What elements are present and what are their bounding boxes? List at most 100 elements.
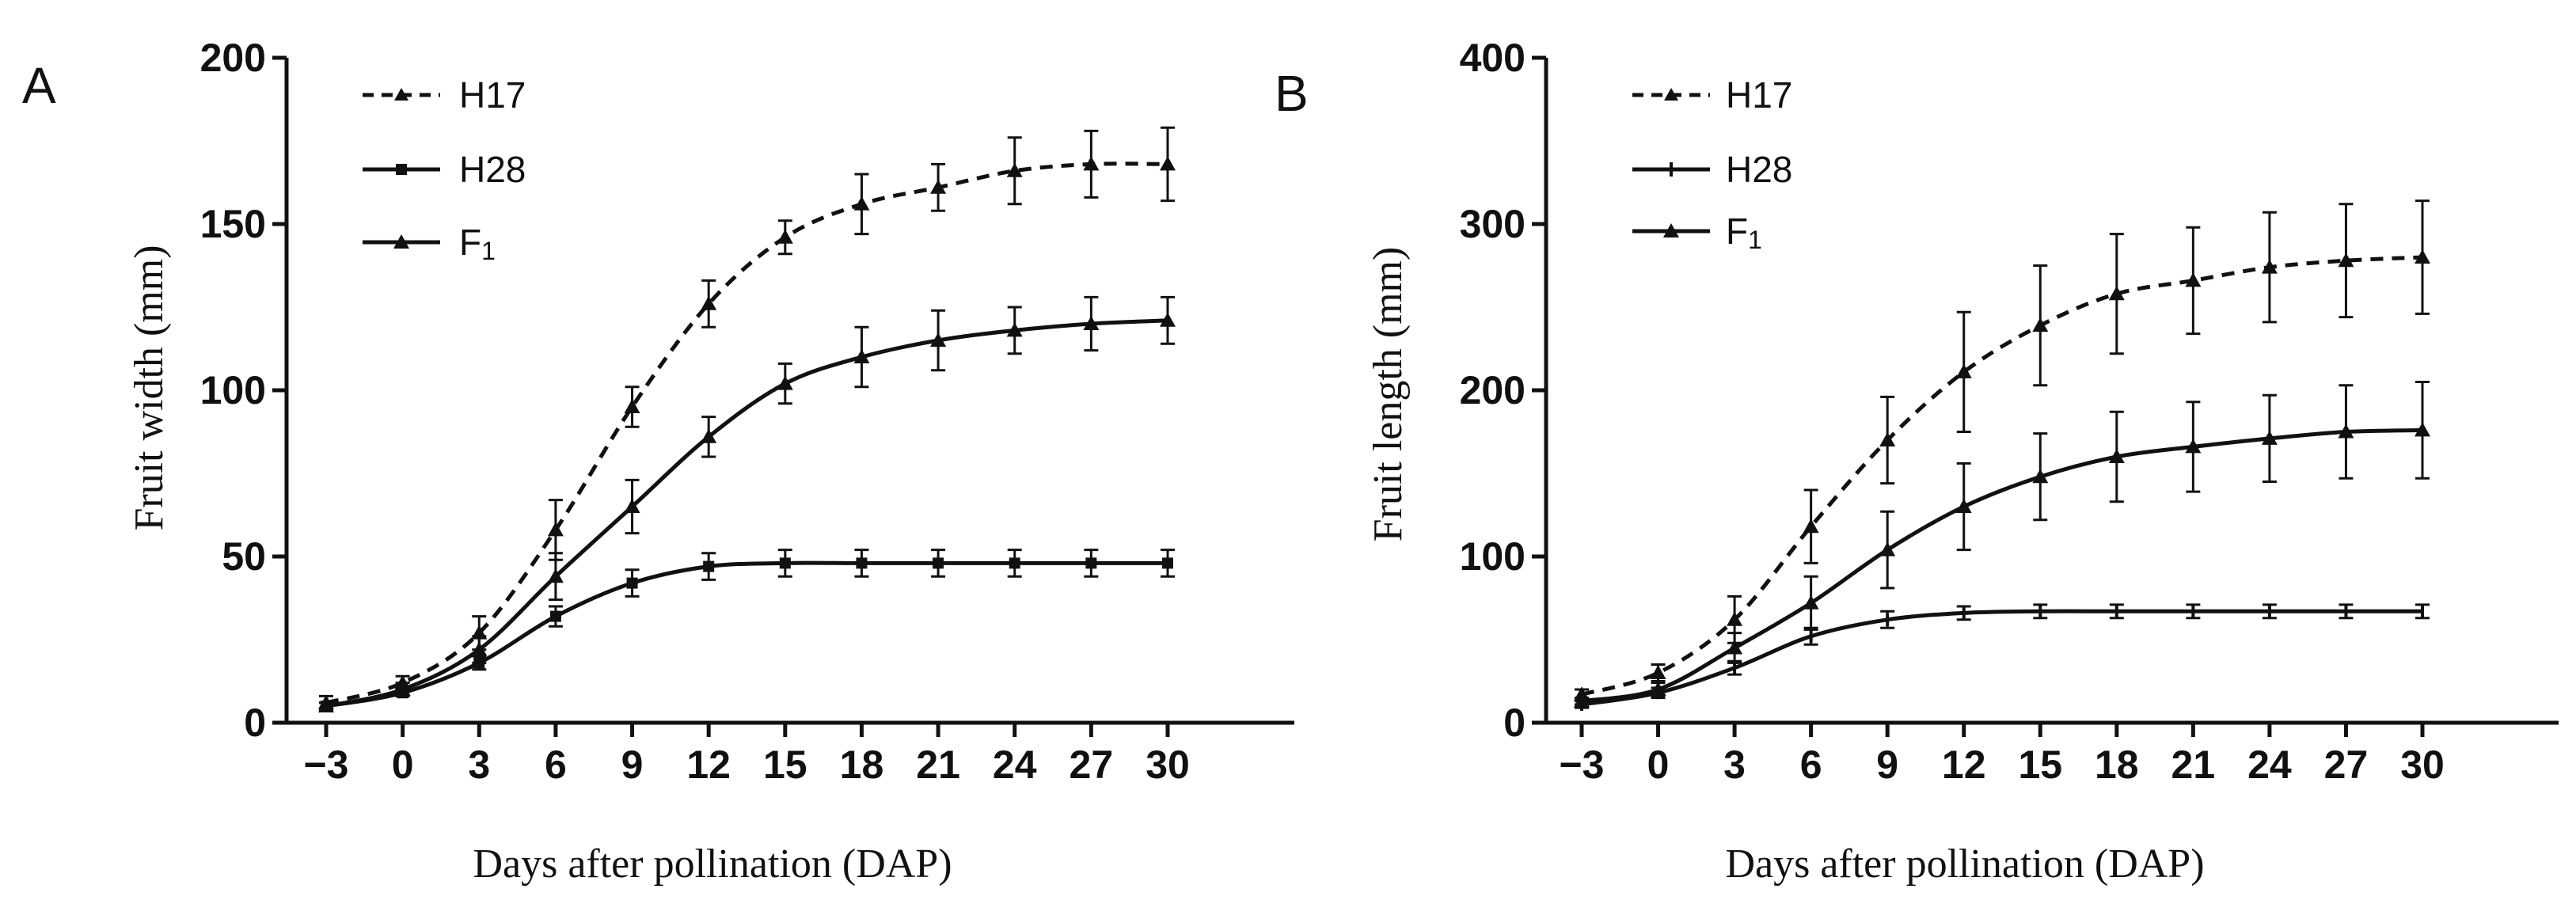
y-tick-label: 100	[200, 368, 266, 412]
y-tick-label: 150	[200, 202, 266, 246]
data-point-h17	[2338, 253, 2354, 268]
legend-label-h28: H28	[459, 149, 526, 190]
data-point-f1	[1574, 693, 1590, 708]
legend-marker-h28	[396, 164, 407, 175]
data-point-h17	[1650, 665, 1666, 679]
x-tick-label: 21	[916, 743, 960, 787]
legend-label-h17: H17	[1726, 74, 1792, 116]
x-tick-label: −3	[303, 743, 348, 787]
legend-marker-f1	[393, 234, 409, 249]
panel-b-y-ticks: 0 100 200 300 400	[1460, 36, 1546, 745]
data-point-h28	[703, 560, 715, 572]
series-line-f1	[325, 318, 1168, 708]
legend-marker-h17	[1664, 88, 1678, 101]
data-point-f1	[777, 375, 793, 390]
panel-b-x-axis-title: Days after pollination (DAP)	[1725, 841, 2204, 887]
legend-marker-h17	[394, 88, 408, 101]
data-point-f1	[471, 641, 488, 656]
data-point-h17	[1955, 363, 1972, 378]
data-point-h28	[779, 557, 791, 569]
x-tick-label: 9	[1876, 743, 1898, 787]
x-tick-label: 12	[1942, 743, 1986, 787]
series-f1	[318, 295, 1176, 712]
data-point-f1	[2261, 430, 2278, 445]
legend-entry-h17: H17	[1632, 74, 1792, 116]
legend-label-f1: F1	[459, 222, 496, 265]
x-tick-label: 3	[1723, 743, 1746, 787]
series-line-h28	[325, 560, 1168, 708]
data-point-f1	[2338, 424, 2354, 439]
y-tick-label: 400	[1460, 36, 1525, 80]
data-point-h28	[933, 557, 944, 569]
data-point-h17	[701, 295, 717, 310]
series-h17	[318, 126, 1176, 711]
legend-label-f1: F1	[1726, 211, 1762, 254]
data-point-f1	[701, 428, 717, 443]
data-point-h17	[1879, 432, 1896, 446]
data-point-f1	[1083, 316, 1100, 330]
data-point-f1	[547, 568, 564, 583]
data-point-h28	[856, 557, 868, 569]
x-tick-label: 18	[840, 743, 884, 787]
data-point-h17	[1160, 156, 1176, 171]
data-point-h28	[1009, 557, 1020, 569]
x-tick-label: −3	[1559, 743, 1604, 787]
legend-entry-h17: H17	[363, 74, 526, 116]
panel-b-legend: H17 H28 F1	[1632, 74, 1792, 254]
panel-b-x-ticks: −3 0 3 6 9 12 15 18 21 24 27 30	[1559, 723, 2445, 787]
data-point-h17	[2415, 249, 2430, 264]
data-point-f1	[853, 349, 870, 363]
data-point-h17	[624, 399, 640, 413]
data-point-f1	[2185, 439, 2202, 454]
data-point-h17	[2261, 259, 2278, 274]
panel-a-y-ticks: 0 50 100 150 200	[200, 36, 287, 745]
y-tick-label: 0	[244, 701, 266, 745]
legend-entry-f1: F1	[1632, 211, 1762, 254]
data-point-f1	[1879, 541, 1896, 556]
data-point-h17	[2108, 286, 2125, 301]
legend-label-h17: H17	[459, 74, 526, 116]
legend-label-h28: H28	[1726, 149, 1792, 190]
data-point-f1	[1160, 312, 1176, 327]
panel-a-x-ticks: −3 0 3 6 9 12 15 18 21 24 27 30	[303, 723, 1190, 787]
data-point-f1	[1006, 322, 1023, 337]
panel-a-axes	[284, 58, 1294, 725]
data-point-h17	[1083, 156, 1100, 171]
y-tick-label: 100	[1460, 534, 1525, 579]
x-tick-label: 24	[2247, 743, 2292, 787]
series-line-f1	[1581, 427, 2423, 704]
data-point-h17	[1727, 611, 1743, 626]
panel-a-letter: A	[22, 57, 56, 114]
y-tick-label: 300	[1460, 202, 1525, 246]
panel-a-legend: H17 H28 F1	[363, 74, 526, 265]
data-point-f1	[2032, 469, 2049, 484]
x-tick-label: 15	[763, 743, 807, 787]
data-point-h17	[2032, 317, 2049, 332]
panel-b-axes	[1544, 58, 2559, 725]
panel-b-letter: B	[1275, 65, 1309, 122]
data-point-f1	[2415, 422, 2430, 437]
series-line-h17	[1581, 255, 2423, 697]
data-point-f1	[624, 499, 640, 513]
series-h28	[1575, 603, 2430, 711]
data-point-h17	[1006, 162, 1023, 177]
panel-a-series	[318, 126, 1176, 712]
x-tick-label: 6	[1800, 743, 1822, 787]
data-point-h28	[1162, 557, 1173, 569]
x-tick-label: 30	[1146, 743, 1190, 787]
x-tick-label: 27	[1070, 743, 1114, 787]
data-point-h17	[547, 522, 564, 537]
x-tick-label: 15	[2018, 743, 2062, 787]
y-tick-label: 0	[1503, 701, 1525, 745]
legend-entry-h28: H28	[363, 149, 526, 190]
x-tick-label: 30	[2400, 743, 2445, 787]
panel-b-y-axis-title: Fruit length (mm)	[1366, 247, 1411, 542]
data-point-h28	[626, 577, 638, 589]
data-point-f1	[1650, 682, 1666, 696]
x-tick-label: 18	[2095, 743, 2139, 787]
panel-a-y-axis-title: Fruit width (mm)	[127, 245, 172, 530]
data-point-f1	[2108, 449, 2125, 463]
x-tick-label: 9	[621, 743, 644, 787]
data-point-h17	[1803, 518, 1819, 534]
